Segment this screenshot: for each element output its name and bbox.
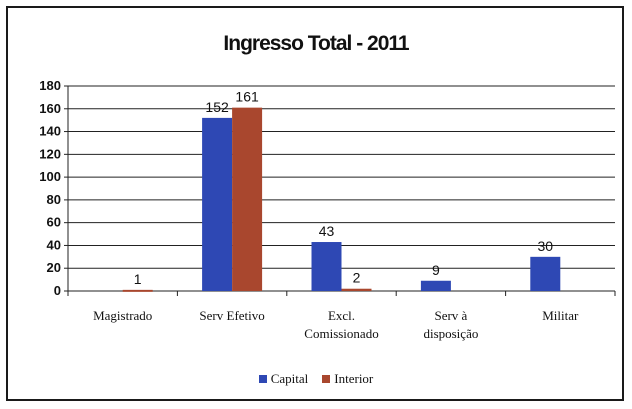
- chart-frame: [6, 6, 624, 401]
- legend-swatch-capital: [258, 375, 267, 383]
- y-tick-label: 80: [47, 192, 61, 207]
- x-category-label: Militar: [542, 308, 579, 323]
- legend-item-capital: Capital: [258, 371, 309, 387]
- bar-interior: [232, 107, 263, 291]
- bar-interior: [341, 288, 372, 291]
- y-tick-label: 20: [47, 260, 61, 275]
- x-category-label: Magistrado: [93, 308, 152, 323]
- chart-title: Ingresso Total - 2011: [223, 32, 409, 55]
- x-category-label: Comissionado: [304, 326, 378, 341]
- y-tick-label: 180: [39, 78, 61, 93]
- data-label: 2: [353, 270, 361, 286]
- data-label: 43: [319, 223, 335, 239]
- x-category-label: Excl.: [328, 308, 355, 323]
- data-label: 161: [235, 89, 259, 105]
- y-tick-label: 40: [47, 237, 61, 252]
- legend-label-capital: Capital: [270, 371, 309, 386]
- legend-label-interior: Interior: [334, 371, 374, 386]
- data-label: 152: [205, 99, 229, 115]
- bar-interior: [122, 289, 153, 292]
- bar-capital: [420, 280, 451, 291]
- data-label: 30: [538, 238, 554, 254]
- bar-capital: [311, 242, 342, 291]
- bar-capital: [530, 256, 561, 291]
- y-tick-label: 140: [39, 124, 61, 139]
- x-category-label: disposição: [423, 326, 478, 341]
- chart-legend: Capital Interior: [0, 371, 632, 387]
- y-tick-label: 0: [54, 283, 61, 298]
- legend-item-interior: Interior: [322, 371, 373, 387]
- x-category-label: Serv Efetivo: [199, 308, 264, 323]
- legend-swatch-interior: [322, 375, 331, 383]
- data-label: 9: [432, 262, 440, 278]
- x-category-label: Serv à: [434, 308, 467, 323]
- data-label: 1: [134, 271, 142, 287]
- y-tick-label: 100: [39, 169, 61, 184]
- y-tick-label: 60: [47, 215, 61, 230]
- y-tick-label: 120: [39, 146, 61, 161]
- bar-capital: [202, 117, 233, 291]
- y-tick-label: 160: [39, 101, 61, 116]
